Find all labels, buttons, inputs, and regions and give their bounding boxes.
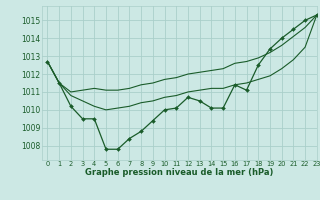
X-axis label: Graphe pression niveau de la mer (hPa): Graphe pression niveau de la mer (hPa) bbox=[85, 168, 273, 177]
